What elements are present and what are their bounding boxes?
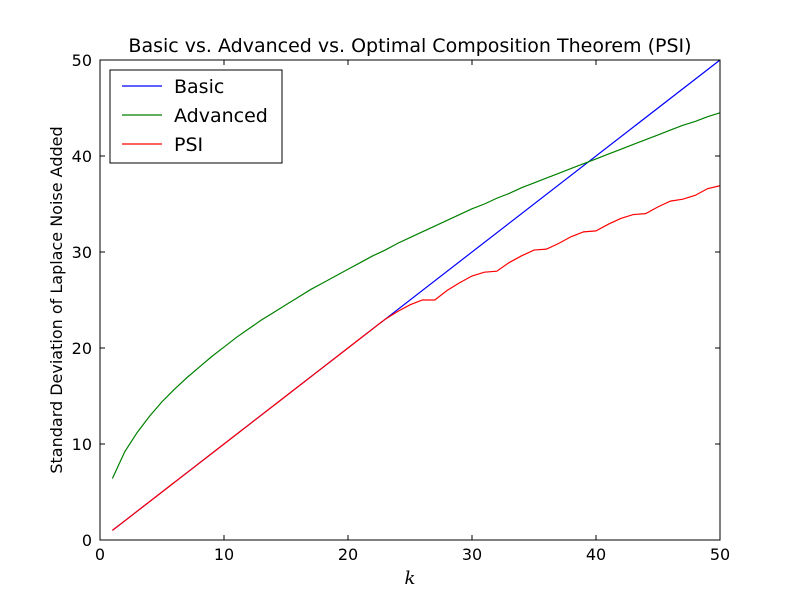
chart-title: Basic vs. Advanced vs. Optimal Compositi… xyxy=(128,35,691,57)
y-tick-label: 50 xyxy=(72,51,92,70)
x-tick-label: 40 xyxy=(586,545,606,564)
x-tick-label: 30 xyxy=(462,545,482,564)
y-tick-label: 30 xyxy=(72,243,92,262)
legend: Basic Advanced PSI xyxy=(109,69,283,164)
legend-label-basic: Basic xyxy=(174,76,224,98)
series-line-psi xyxy=(112,185,721,531)
y-axis-label: Standard Deviation of Laplace Noise Adde… xyxy=(47,126,66,473)
legend-label-psi: PSI xyxy=(174,134,203,156)
x-tick-label: 20 xyxy=(338,545,358,564)
x-tick-label: 0 xyxy=(95,545,105,564)
x-axis-label: k xyxy=(405,568,416,589)
y-tick-label: 0 xyxy=(82,531,92,550)
y-tick-label: 20 xyxy=(72,339,92,358)
y-tick-label: 10 xyxy=(72,435,92,454)
series-line-advanced xyxy=(111,112,721,479)
x-tick-label: 50 xyxy=(710,545,730,564)
ticks-layer: 0 10 20 30 40 50 0 10 20 30 40 50 xyxy=(72,51,731,564)
y-tick-label: 40 xyxy=(72,147,92,166)
plot-frame xyxy=(99,59,721,541)
x-tick-label: 10 xyxy=(214,545,234,564)
legend-label-advanced: Advanced xyxy=(174,105,268,127)
series-layer xyxy=(111,59,721,531)
